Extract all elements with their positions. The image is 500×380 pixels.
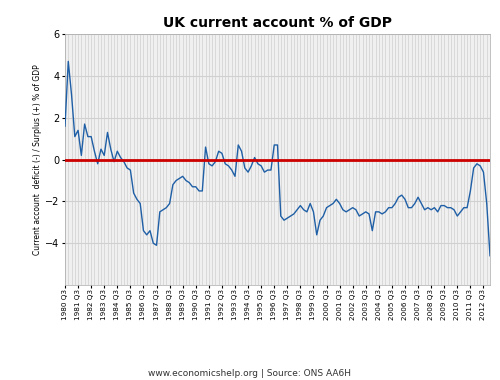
- Text: www.economicshelp.org | Source: ONS AA6H: www.economicshelp.org | Source: ONS AA6H: [148, 369, 352, 378]
- Title: UK current account % of GDP: UK current account % of GDP: [163, 16, 392, 30]
- Y-axis label: Current account  deficit (-) / Surplus (+) % of GDP: Current account deficit (-) / Surplus (+…: [34, 64, 42, 255]
